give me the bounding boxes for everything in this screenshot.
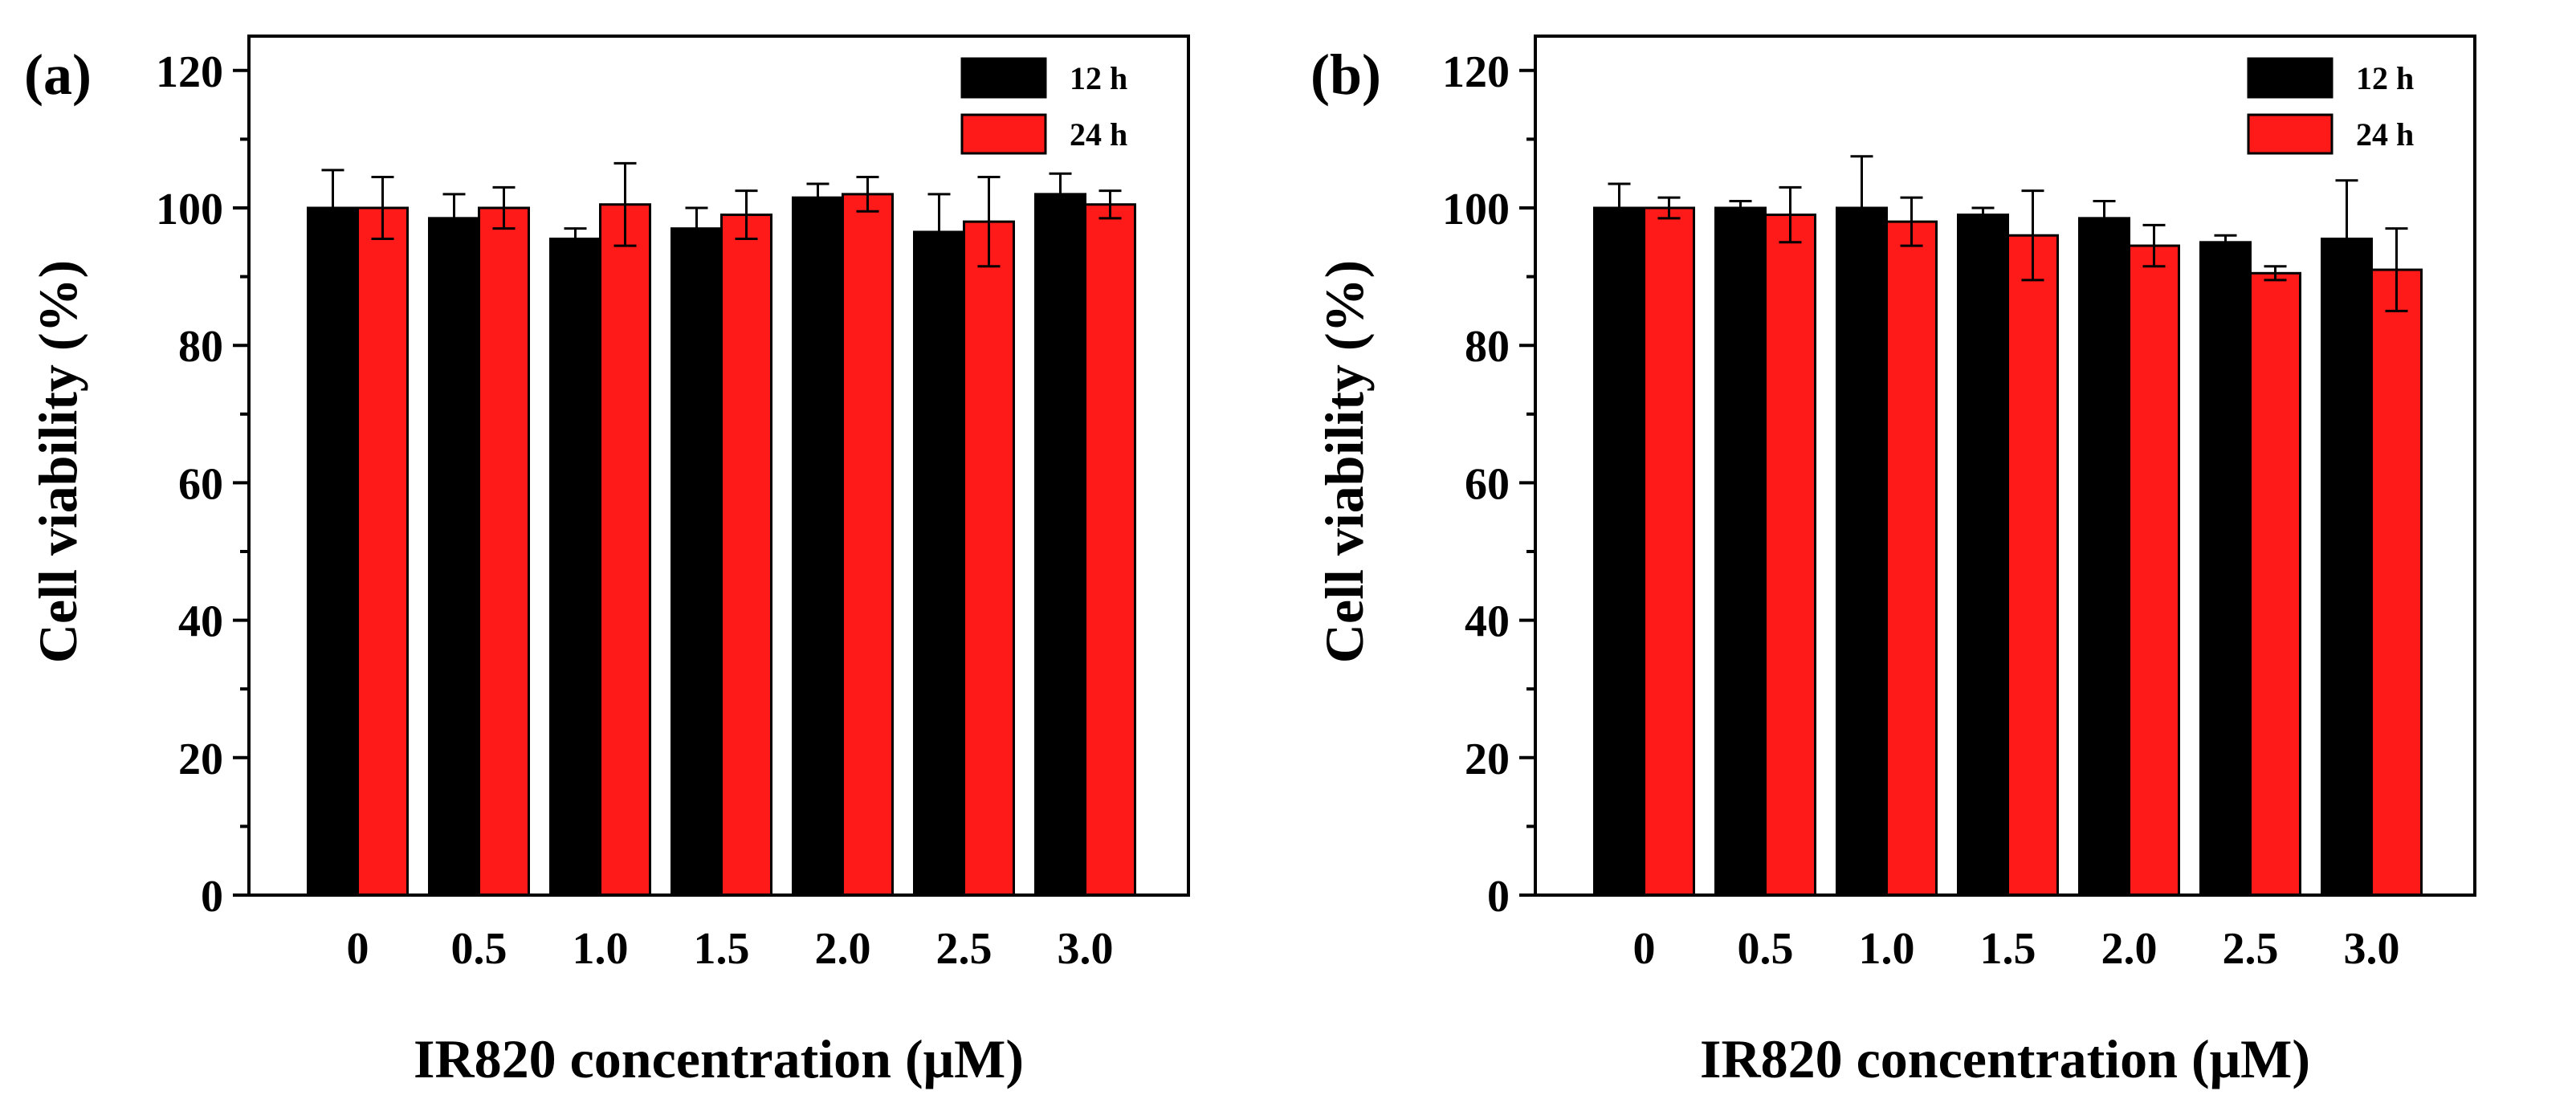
panel-b: (b) 0 0.5 1.0 1.5 2.0 2.5 3.0 0 20 40 60 80 100 120 12… (1310, 35, 2476, 1089)
panel-a-y-tick-label: 0 (201, 872, 223, 922)
panel-b-plot-frame (1534, 35, 2476, 897)
panel-b-bar-12h-1 (1714, 206, 1767, 897)
panel-b-legend-swatch-0 (2247, 57, 2333, 99)
panel-a-bar-12h-3 (670, 227, 723, 897)
panel-b-x-tick-label: 0.5 (1738, 924, 1794, 974)
panel-a-bar-12h-0 (307, 206, 359, 897)
panel-b-bar-24h-2 (1885, 220, 1938, 897)
panel-a-bar-12h-6 (1034, 193, 1086, 897)
panel-b-y-tick-label: 80 (1465, 322, 1510, 372)
panel-b-bar-24h-1 (1764, 214, 1816, 897)
panel-a-legend-swatch-1 (960, 113, 1047, 155)
panel-b-bar-12h-6 (2321, 238, 2373, 897)
panel-a-x-tick-label: 2.5 (936, 924, 992, 974)
panel-b-legend-label-0: 12 h (2356, 60, 2414, 96)
panel-a-y-tick-label: 40 (178, 597, 223, 647)
panel-a-bar-24h-0 (357, 206, 409, 897)
panel-b-plot: 0 0.5 1.0 1.5 2.0 2.5 3.0 0 20 40 60 80 100 120 12 h 24… (1442, 35, 2476, 974)
panel-b-y-tick-label: 100 (1442, 185, 1510, 234)
panel-b-y-tick-label: 40 (1465, 597, 1510, 647)
panel-a-bar-24h-1 (478, 206, 530, 897)
panel-a-y-tick-label: 80 (178, 322, 223, 372)
panel-a-y-tick-label: 100 (156, 185, 223, 234)
panel-b-bar-24h-4 (2128, 244, 2180, 897)
panel-b-x-tick-label: 0 (1633, 924, 1656, 974)
panel-a-legend-label-0: 12 h (1070, 60, 1127, 96)
panel-b-bar-24h-6 (2370, 268, 2423, 897)
panel-b-y-axis-title: Cell viability (%) (1314, 260, 1375, 663)
panel-a-plot: 0 0.5 1.0 1.5 2.0 2.5 3.0 0 20 40 60 80 100 120 12 h 24… (156, 35, 1190, 974)
panel-b-bar-12h-4 (2078, 217, 2130, 897)
panel-a-label: (a) (24, 43, 92, 107)
panel-b-label: (b) (1310, 43, 1381, 107)
panel-a-bar-24h-4 (842, 193, 894, 897)
panel-b-bar-24h-0 (1643, 206, 1695, 897)
panel-b-x-tick-label: 2.5 (2223, 924, 2279, 974)
panel-b-bar-12h-5 (2199, 241, 2252, 897)
panel-a-bar-24h-3 (720, 214, 772, 897)
panel-a-bar-12h-5 (913, 230, 965, 897)
panel-a-y-axis-title: Cell viability (%) (27, 260, 88, 663)
panel-a: (a) 0 0.5 1.0 1.5 2.0 2.5 3.0 0 20 40 60 80 100 120 12… (24, 35, 1190, 1089)
panel-b-x-tick-label: 1.5 (1980, 924, 2036, 974)
panel-b-bar-12h-3 (1957, 214, 2009, 897)
panel-a-x-tick-label: 3.0 (1058, 924, 1114, 974)
panel-b-y-tick-label: 0 (1487, 872, 1510, 922)
panel-a-x-tick-label: 2.0 (815, 924, 871, 974)
panel-a-bar-24h-2 (599, 203, 651, 897)
panel-a-x-tick-label: 0.5 (451, 924, 507, 974)
panel-b-legend-label-1: 24 h (2356, 116, 2414, 153)
panel-b-x-axis-title: IR820 concentration (μM) (1700, 1028, 2310, 1089)
panel-a-bar-12h-1 (428, 217, 480, 897)
panel-a-bar-12h-2 (549, 238, 601, 897)
panel-a-x-axis-title: IR820 concentration (μM) (414, 1028, 1024, 1089)
panel-b-bar-24h-3 (2007, 234, 2059, 897)
panel-a-y-tick-label: 20 (178, 735, 223, 784)
panel-a-bar-12h-4 (792, 196, 844, 897)
panel-a-y-tick-label: 120 (156, 47, 223, 97)
panel-a-legend-label-1: 24 h (1070, 116, 1127, 153)
panel-a-bar-24h-6 (1084, 203, 1136, 897)
panel-b-bar-12h-2 (1836, 206, 1888, 897)
panel-a-x-tick-label: 1.0 (573, 924, 629, 974)
panel-a-bar-24h-5 (963, 220, 1015, 897)
panel-b-y-tick-label: 20 (1465, 735, 1510, 784)
panel-a-x-tick-label: 0 (347, 924, 369, 974)
panel-b-x-tick-label: 1.0 (1859, 924, 1915, 974)
panel-b-x-tick-label: 3.0 (2344, 924, 2400, 974)
panel-b-y-tick-label: 60 (1465, 459, 1510, 509)
panel-b-legend-swatch-1 (2247, 113, 2333, 155)
panel-b-x-tick-label: 2.0 (2101, 924, 2158, 974)
panel-a-x-tick-label: 1.5 (694, 924, 750, 974)
panel-b-y-tick-label: 120 (1442, 47, 1510, 97)
panel-a-y-tick-label: 60 (178, 459, 223, 509)
panel-b-bar-24h-5 (2249, 271, 2301, 897)
panel-a-legend-swatch-0 (960, 57, 1047, 99)
panel-a-plot-frame (247, 35, 1190, 897)
panel-b-bar-12h-0 (1593, 206, 1645, 897)
